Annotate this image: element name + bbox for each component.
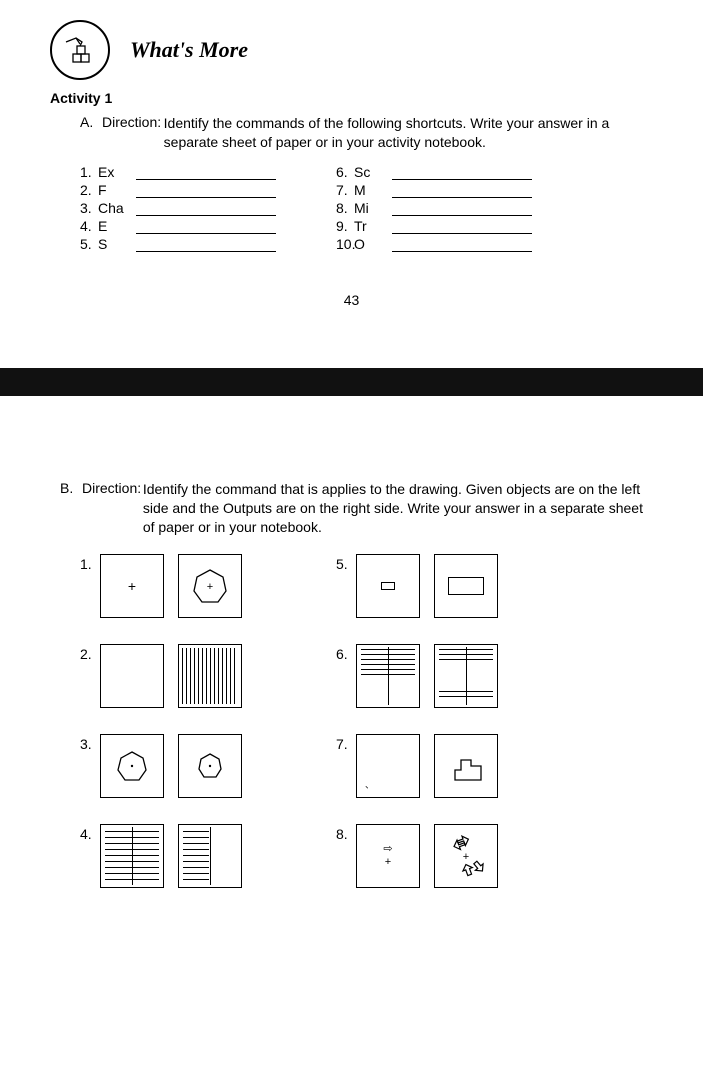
list-item: 9.Tr: [336, 218, 532, 234]
draw-col-right: 5. 6. 7. 、: [336, 554, 512, 888]
drawing-item: 3.: [80, 734, 256, 798]
page-divider: [0, 368, 703, 396]
drawing-item: 6.: [336, 644, 512, 708]
direction-label: Direction:: [102, 114, 161, 152]
input-box: +: [100, 554, 164, 618]
input-box: [100, 824, 164, 888]
draw-col-left: 1. + + 2. 3.: [80, 554, 256, 888]
plus-icon: +: [128, 578, 136, 594]
output-box: +: [178, 554, 242, 618]
answer-blank[interactable]: [136, 220, 276, 234]
rect-icon: [381, 582, 395, 590]
list-item: 2.F: [80, 182, 276, 198]
output-box: [434, 644, 498, 708]
part-a-direction: A. Direction: Identify the commands of t…: [80, 114, 653, 152]
items-col-left: 1.Ex 2.F 3.Cha 4.E 5.S: [80, 164, 276, 252]
direction-text: Identify the commands of the following s…: [164, 114, 653, 152]
input-box: [356, 644, 420, 708]
answer-blank[interactable]: [136, 184, 276, 198]
input-box: 、: [356, 734, 420, 798]
svg-text:+: +: [463, 851, 469, 863]
arrow-array-icon: +: [439, 829, 493, 883]
output-box: [434, 734, 498, 798]
header: What's More: [50, 20, 653, 80]
drawing-item: 2.: [80, 644, 256, 708]
list-item: 7.M: [336, 182, 532, 198]
part-b-drawings: 1. + + 2. 3.: [80, 554, 643, 888]
output-box: [178, 644, 242, 708]
part-a-letter: A.: [80, 114, 102, 152]
list-item: 6.Sc: [336, 164, 532, 180]
part-b-letter: B.: [60, 480, 82, 537]
list-item: 4.E: [80, 218, 276, 234]
answer-blank[interactable]: [392, 238, 532, 252]
answer-blank[interactable]: [136, 166, 276, 180]
direction-label: Direction:: [82, 480, 141, 537]
answer-blank[interactable]: [136, 238, 276, 252]
drawing-item: 4.: [80, 824, 256, 888]
items-col-right: 6.Sc 7.M 8.Mi 9.Tr 10.O: [336, 164, 532, 252]
list-item: 10.O: [336, 236, 532, 252]
part-b-direction: B. Direction: Identify the command that …: [60, 480, 643, 537]
output-box: [178, 734, 242, 798]
output-box: [178, 824, 242, 888]
input-box: [100, 644, 164, 708]
list-item: 1.Ex: [80, 164, 276, 180]
drawing-item: 5.: [336, 554, 512, 618]
arrow-icon: ⇨+: [383, 844, 392, 868]
drawing-item: 7. 、: [336, 734, 512, 798]
direction-text: Identify the command that is applies to …: [143, 480, 643, 537]
mark-icon: 、: [365, 778, 374, 791]
drawing-item: 1. + +: [80, 554, 256, 618]
svg-text:+: +: [207, 581, 213, 593]
list-item: 5.S: [80, 236, 276, 252]
answer-blank[interactable]: [392, 184, 532, 198]
answer-blank[interactable]: [136, 202, 276, 216]
heptagon-icon: [112, 746, 152, 786]
list-item: 8.Mi: [336, 200, 532, 216]
input-box: [100, 734, 164, 798]
rect-icon: [448, 577, 484, 595]
activity-label: Activity 1: [50, 90, 653, 106]
list-item: 3.Cha: [80, 200, 276, 216]
part-a-items: 1.Ex 2.F 3.Cha 4.E 5.S 6.Sc 7.M 8.Mi 9.T…: [80, 164, 653, 252]
heptagon-icon: [190, 746, 230, 786]
input-box: ⇨+: [356, 824, 420, 888]
output-box: [434, 554, 498, 618]
page-number: 43: [50, 292, 653, 308]
drawing-item: 8. ⇨+ +: [336, 824, 512, 888]
blocks-icon: [50, 20, 110, 80]
input-box: [356, 554, 420, 618]
heptagon-icon: +: [190, 566, 230, 606]
answer-blank[interactable]: [392, 166, 532, 180]
section-title: What's More: [130, 37, 248, 63]
answer-blank[interactable]: [392, 202, 532, 216]
answer-blank[interactable]: [392, 220, 532, 234]
output-box: +: [434, 824, 498, 888]
stair-shape-icon: [441, 746, 491, 786]
